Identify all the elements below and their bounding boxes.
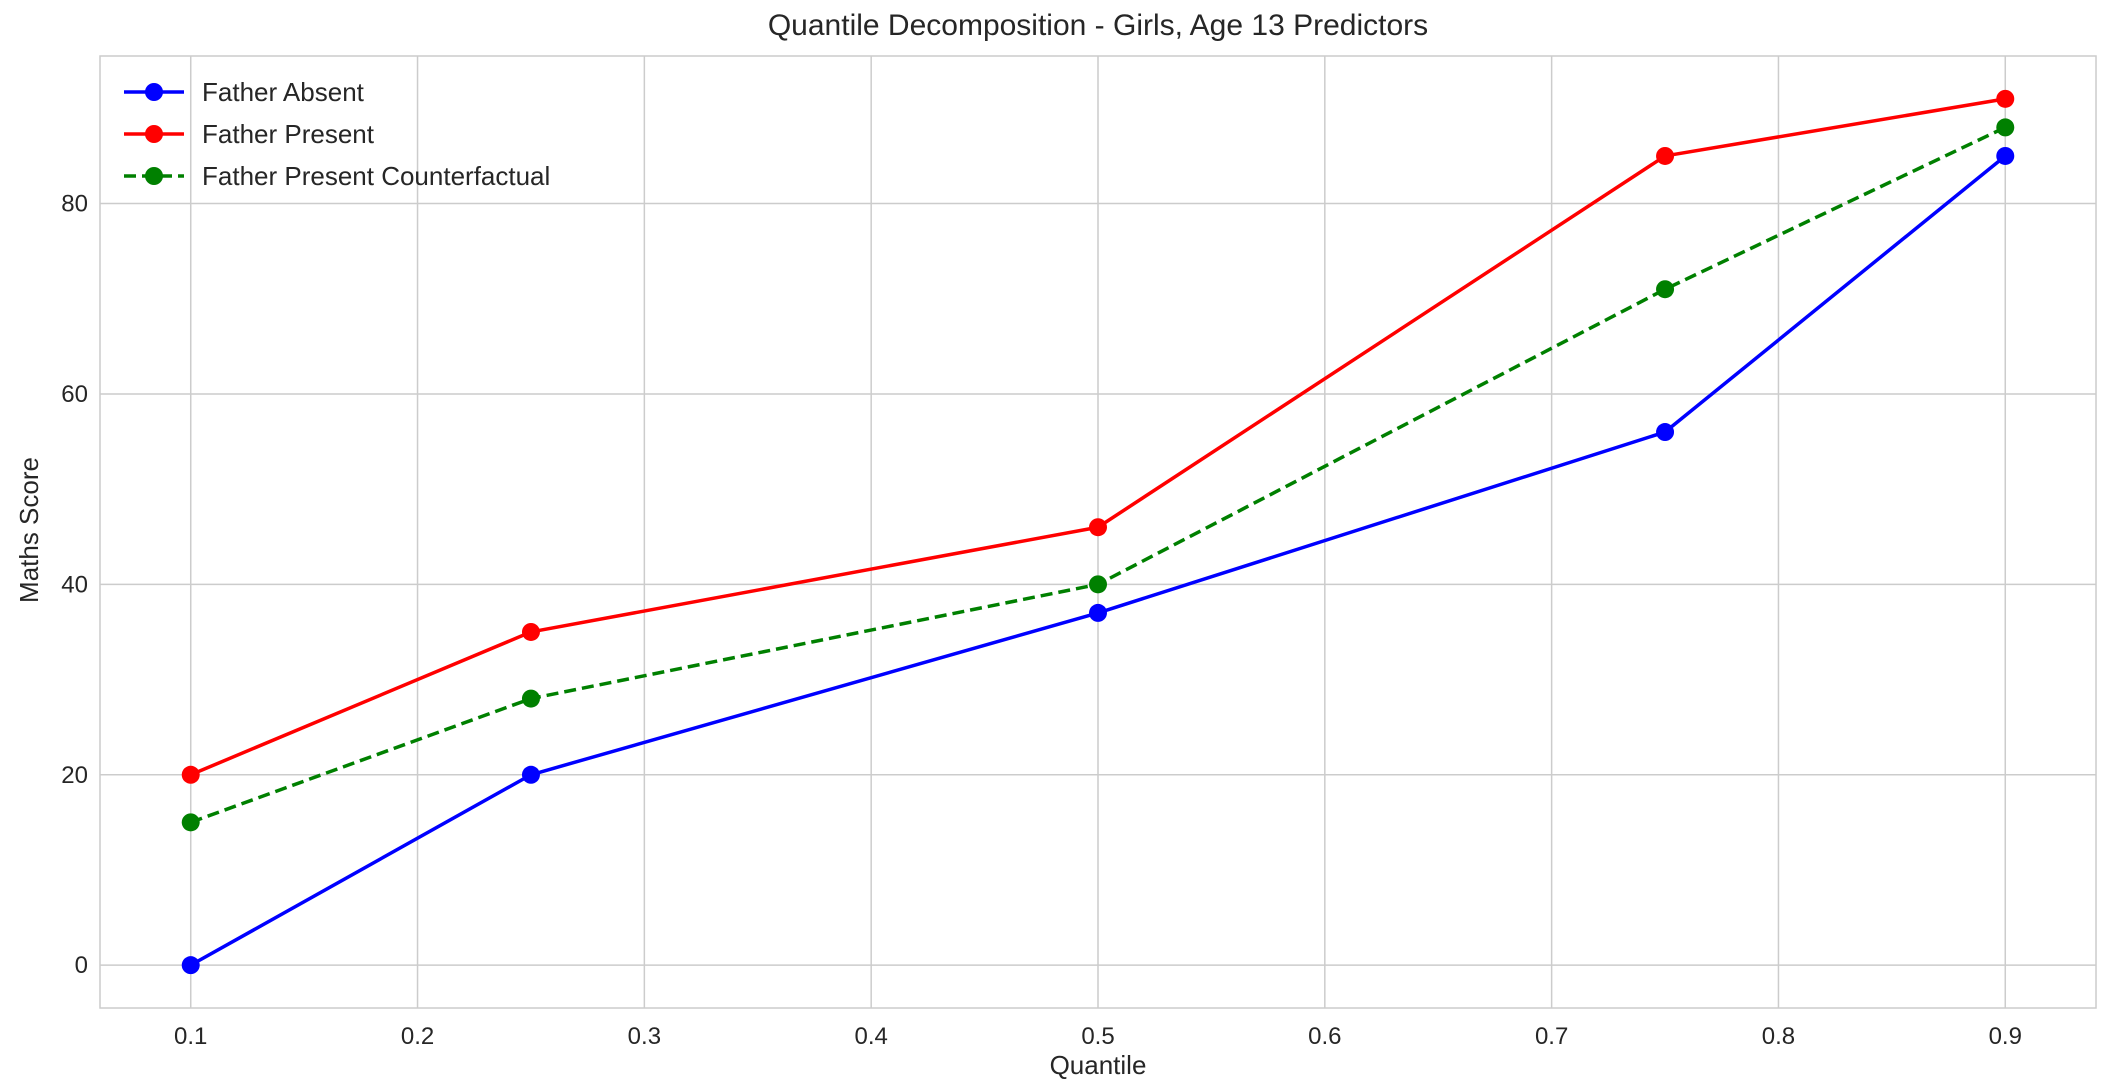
data-point	[521, 689, 540, 708]
data-point	[181, 813, 200, 832]
data-point	[1656, 280, 1675, 299]
x-tick-label: 0.4	[854, 1023, 887, 1050]
data-point	[1996, 89, 2015, 108]
x-tick-label: 0.8	[1762, 1023, 1795, 1050]
legend-item: Father Absent	[124, 77, 365, 107]
x-tick-labels: 0.1 0.2 0.3 0.4 0.5 0.6 0.7 0.8 0.9	[174, 1023, 2022, 1050]
x-tick-label: 0.3	[628, 1023, 661, 1050]
legend-label: Father Absent	[202, 77, 365, 107]
data-point	[1656, 146, 1675, 165]
x-axis-label: Quantile	[1050, 1050, 1147, 1080]
data-point	[1656, 423, 1675, 442]
data-point	[521, 622, 540, 641]
data-point	[181, 956, 200, 975]
x-tick-label: 0.6	[1308, 1023, 1341, 1050]
series-1	[181, 89, 2015, 784]
legend-marker	[145, 83, 163, 101]
y-tick-label: 80	[61, 191, 88, 218]
legend-label: Father Present	[202, 119, 375, 149]
legend-marker	[145, 125, 163, 143]
data-point	[1089, 603, 1107, 622]
x-tick-label: 0.5	[1081, 1023, 1114, 1050]
grid-lines	[100, 56, 2096, 1008]
series-0	[181, 146, 2015, 975]
y-axis-label: Maths Score	[14, 457, 44, 603]
legend-label: Father Present Counterfactual	[202, 161, 550, 191]
x-tick-label: 0.2	[401, 1023, 434, 1050]
y-tick-labels: 0 20 40 60 80	[61, 191, 88, 980]
x-tick-label: 0.1	[174, 1023, 207, 1050]
y-tick-label: 20	[61, 762, 88, 789]
data-point	[521, 765, 540, 784]
x-tick-label: 0.7	[1535, 1023, 1568, 1050]
plot-frame	[99, 55, 2097, 1009]
legend-item: Father Present Counterfactual	[124, 161, 550, 191]
legend-marker	[145, 167, 163, 185]
y-tick-label: 60	[61, 381, 88, 408]
chart-title: Quantile Decomposition - Girls, Age 13 P…	[768, 9, 1428, 42]
legend-item: Father Present	[124, 119, 375, 149]
y-tick-label: 0	[75, 952, 88, 979]
data-point	[1996, 118, 2015, 137]
data-point	[1089, 575, 1107, 594]
series-lines	[181, 89, 2015, 975]
y-tick-label: 40	[61, 571, 88, 598]
series-2	[181, 118, 2015, 832]
legend: Father Absent Father Present Father Presen…	[124, 77, 550, 191]
data-point	[1996, 146, 2015, 165]
x-tick-label: 0.9	[1989, 1023, 2022, 1050]
data-point	[1089, 518, 1107, 537]
data-point	[181, 765, 200, 784]
